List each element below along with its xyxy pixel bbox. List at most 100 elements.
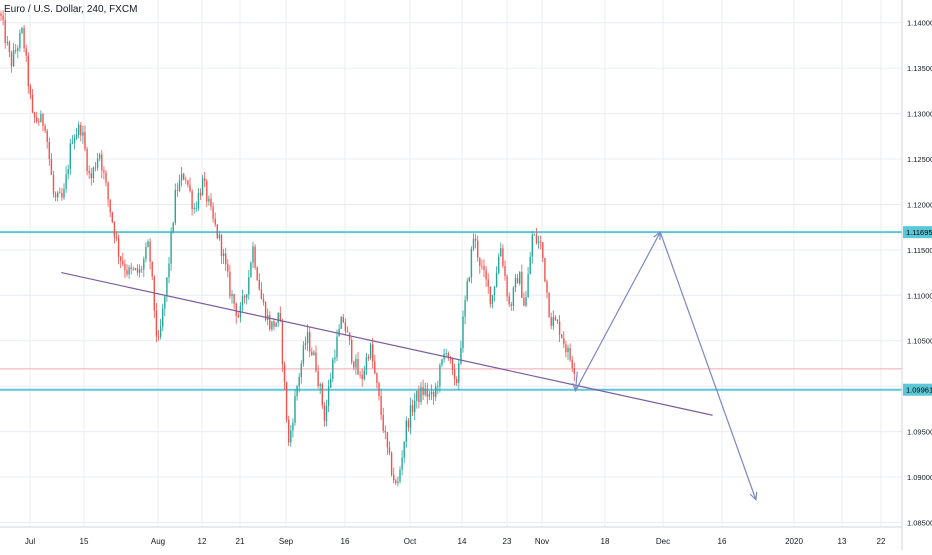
- candle: [542, 242, 544, 263]
- candle-body: [441, 359, 443, 366]
- candle: [63, 183, 65, 200]
- candle-body: [78, 124, 80, 135]
- candle-body: [309, 332, 311, 352]
- candle-body: [550, 317, 552, 326]
- candle: [367, 354, 370, 361]
- projection-down-arrow[interactable]: [659, 231, 757, 500]
- candle-body: [2, 15, 4, 20]
- time-tick-label: 14: [458, 537, 467, 546]
- candle-body: [382, 414, 384, 431]
- candle-body: [25, 48, 27, 56]
- candle: [264, 301, 267, 322]
- candle-body: [258, 280, 260, 290]
- candle-body: [63, 188, 65, 198]
- drop-arrow[interactable]: [574, 371, 578, 391]
- candle: [395, 478, 397, 486]
- candle: [428, 390, 431, 401]
- candle: [363, 365, 365, 381]
- candle: [54, 191, 57, 202]
- candle-body: [197, 193, 200, 209]
- horizontal-levels[interactable]: [0, 231, 902, 391]
- candle: [57, 190, 59, 202]
- candle: [338, 324, 340, 337]
- candle: [40, 110, 42, 123]
- candle-body: [75, 134, 78, 139]
- candle: [321, 382, 323, 409]
- candle: [327, 379, 330, 413]
- candle: [495, 266, 498, 288]
- trend-line[interactable]: [61, 272, 713, 416]
- drawings[interactable]: [61, 230, 758, 502]
- candle: [418, 385, 420, 409]
- projection-up-arrow[interactable]: [574, 231, 661, 391]
- candle-body: [372, 344, 374, 362]
- candle-body: [162, 308, 164, 327]
- price-level-tag[interactable]: [903, 383, 932, 396]
- candle-body: [393, 474, 395, 481]
- candle-body: [256, 267, 258, 281]
- candle: [430, 384, 433, 401]
- price-tick-label: 1.11000: [907, 291, 932, 300]
- candle-body: [185, 179, 187, 181]
- time-tick-label: Oct: [404, 537, 417, 546]
- time-tick-label: Jul: [25, 537, 35, 546]
- candle-body: [155, 310, 158, 337]
- candle: [193, 202, 195, 214]
- candle: [88, 165, 90, 179]
- candle-body: [214, 218, 216, 225]
- candle-body: [342, 317, 344, 323]
- candle-body: [67, 169, 69, 175]
- candle-body: [453, 369, 456, 379]
- price-level-tag[interactable]: [903, 226, 932, 239]
- candle-body: [176, 190, 179, 191]
- candle: [393, 467, 395, 484]
- candle: [462, 310, 464, 353]
- candle-body: [321, 384, 323, 406]
- candle-body: [164, 296, 166, 309]
- candle: [502, 244, 504, 269]
- candle: [380, 388, 382, 420]
- arrow-head: [749, 491, 758, 502]
- candle: [296, 384, 298, 401]
- candle-body: [435, 386, 437, 397]
- candle: [506, 274, 508, 302]
- price-tick-label: 1.09500: [907, 428, 932, 437]
- candle: [6, 35, 8, 46]
- candle-body: [420, 387, 422, 402]
- candle-body: [498, 256, 500, 274]
- candle-body: [193, 208, 195, 210]
- candle: [426, 382, 428, 405]
- candle: [353, 360, 355, 371]
- candle: [340, 315, 342, 329]
- candle: [12, 43, 15, 68]
- candle: [15, 44, 17, 54]
- candle-body: [414, 400, 416, 413]
- symbol-interval: 240: [86, 4, 104, 15]
- candle: [201, 174, 204, 196]
- candle: [563, 330, 565, 349]
- candle: [334, 349, 336, 364]
- candle-body: [502, 248, 504, 266]
- candle: [407, 417, 410, 432]
- candle-body: [458, 363, 460, 383]
- candle: [153, 275, 155, 319]
- candle-body: [327, 387, 330, 406]
- candle-body: [485, 270, 487, 280]
- candle-body: [447, 353, 449, 357]
- candle-body: [237, 315, 239, 318]
- candle-body: [357, 359, 359, 375]
- candle-body: [325, 405, 328, 421]
- candle: [67, 164, 69, 180]
- candle-body: [195, 208, 197, 209]
- candle: [269, 311, 271, 332]
- candle: [138, 264, 141, 278]
- candle-body: [233, 294, 235, 304]
- candle-body: [275, 322, 277, 327]
- candle: [390, 451, 393, 477]
- candle-body: [145, 247, 147, 260]
- candle: [552, 310, 554, 330]
- candle: [283, 361, 286, 391]
